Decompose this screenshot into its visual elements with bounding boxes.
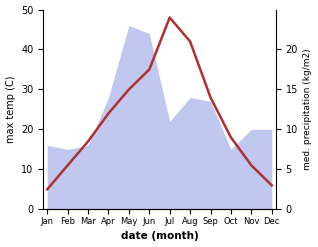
X-axis label: date (month): date (month) [121,231,198,242]
Y-axis label: max temp (C): max temp (C) [5,76,16,143]
Y-axis label: med. precipitation (kg/m2): med. precipitation (kg/m2) [303,49,313,170]
